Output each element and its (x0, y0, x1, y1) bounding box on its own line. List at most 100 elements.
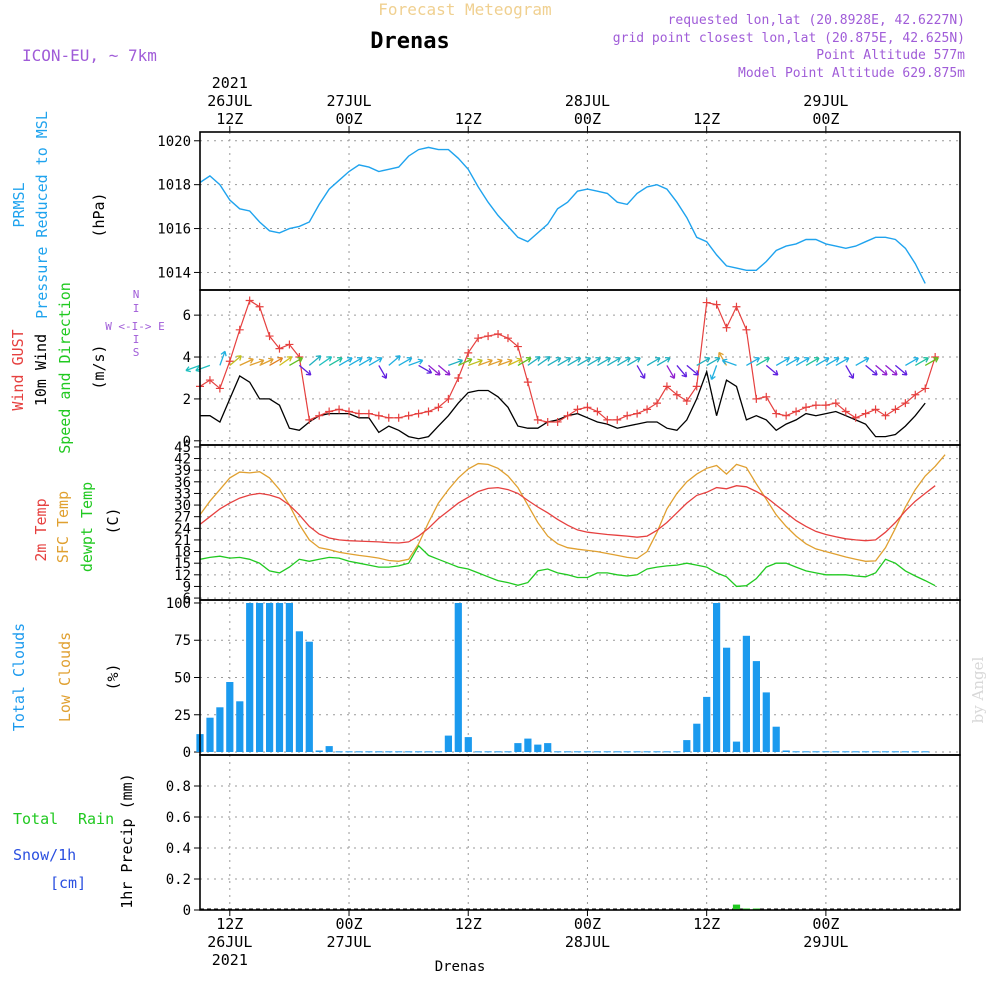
gust-marker (434, 403, 443, 412)
cloud-bar (385, 751, 393, 753)
y-tick-label: 30 (174, 498, 191, 514)
cloud-bar (415, 751, 423, 753)
cloud-bar (246, 603, 254, 752)
y-tick-label: 12 (174, 568, 191, 584)
temp-sfc-line (199, 454, 946, 562)
wind-direction-arrow (328, 357, 343, 366)
gust-marker (742, 325, 751, 334)
cloud-bar (613, 751, 621, 753)
panel-frame (199, 131, 961, 291)
cloud-bar (424, 751, 433, 753)
wind-direction-arrow (497, 358, 513, 367)
gust-marker (255, 302, 264, 311)
label-percent: (%) (104, 663, 122, 690)
cloud-bar (206, 717, 214, 752)
y-tick-label: 6 (183, 591, 191, 607)
cloud-bar (832, 751, 840, 753)
time-label-top: 00Z (574, 110, 601, 128)
wind-direction-arrow (709, 365, 718, 381)
time-label-top: 12Z (455, 110, 482, 128)
cloud-bar (484, 751, 492, 753)
y-tick-label: 9 (183, 579, 191, 595)
cloud-bar (315, 750, 323, 752)
cloud-bar (891, 751, 899, 753)
time-label-bottom: 12Z (693, 915, 720, 933)
wind-direction-arrow (398, 357, 413, 366)
wind-direction-arrow (259, 357, 274, 366)
wind-direction-arrow (825, 357, 840, 366)
gust-marker (474, 334, 483, 343)
gust-marker (623, 411, 632, 420)
wind-direction-arrow (557, 357, 572, 366)
cloud-bar (792, 751, 800, 753)
gust-marker (325, 407, 334, 416)
time-label-bottom: 28JUL (565, 933, 610, 951)
cloud-bar (474, 751, 482, 753)
wind-direction-arrow (597, 357, 611, 366)
cloud-bar (454, 603, 462, 752)
wind-direction-arrow (318, 356, 333, 366)
gust-marker (692, 382, 701, 391)
gust-marker (573, 405, 582, 414)
cloud-bar (275, 603, 284, 752)
gust-marker (841, 407, 850, 416)
time-label-top: 00Z (335, 110, 362, 128)
label-ms: (m/s) (90, 344, 108, 389)
wind-direction-arrow (875, 364, 888, 376)
cloud-bar (752, 661, 760, 752)
time-label-top: 27JUL (326, 92, 371, 110)
wind-direction-arrow (765, 364, 779, 376)
y-tick-label: 50 (174, 671, 191, 687)
wind-direction-arrow (706, 357, 721, 366)
gust-marker (305, 415, 314, 424)
gust-marker (871, 405, 880, 414)
precip-bar (732, 904, 741, 910)
panel-frame (199, 754, 961, 911)
label-total-clouds: Total Clouds (10, 623, 28, 731)
watermark: by Angel (969, 656, 987, 723)
cloud-bar (802, 751, 810, 753)
gust-marker (265, 332, 274, 341)
wind-direction-arrow (437, 364, 451, 376)
gust-marker (662, 382, 671, 391)
cloud-bar (444, 735, 452, 752)
wind-direction-arrow (626, 357, 641, 366)
wind-direction-arrow (269, 357, 284, 366)
cloud-bar (862, 751, 870, 753)
wind-direction-arrow (924, 357, 939, 366)
requested-coords: requested lon,lat (20.8928E, 42.6227N) (668, 13, 965, 28)
label-dewpt-temp: dewpt Temp (78, 482, 96, 572)
compass-n: N (133, 288, 140, 301)
gust-marker (275, 344, 284, 353)
gust-marker (374, 411, 383, 420)
wind-direction-arrow (656, 357, 671, 366)
wind-direction-arrow (785, 357, 800, 366)
gust-marker (643, 405, 652, 414)
cloud-bar (355, 751, 363, 753)
gust-marker (861, 409, 870, 418)
y-tick-label: 0.6 (166, 810, 191, 826)
cloud-bar (842, 751, 850, 753)
y-tick-label: 1018 (157, 178, 191, 194)
gust-marker (345, 407, 354, 416)
label-low-clouds: Low Clouds (56, 632, 74, 722)
y-tick-label: 1016 (157, 222, 191, 238)
cloud-bar (335, 751, 343, 753)
y-tick-label: 0.4 (166, 841, 191, 857)
wind-direction-arrow (805, 357, 820, 366)
wind-direction-arrow (458, 357, 473, 366)
cloud-bar (633, 751, 641, 753)
cloud-bar (524, 738, 532, 752)
cloud-bar (713, 603, 721, 752)
gust-marker (802, 403, 811, 412)
time-label-bottom: 27JUL (326, 933, 371, 951)
cloud-bar (762, 692, 770, 752)
y-tick-label: 25 (174, 708, 191, 724)
panel-frame (199, 289, 961, 446)
label-pressure-msl: Pressure Reduced to MSL (33, 111, 51, 319)
wind-direction-arrow (865, 364, 878, 376)
gust-marker (821, 401, 830, 410)
gust-marker (672, 390, 681, 399)
label-cm: [cm] (50, 874, 86, 892)
panel-frame (199, 444, 961, 601)
